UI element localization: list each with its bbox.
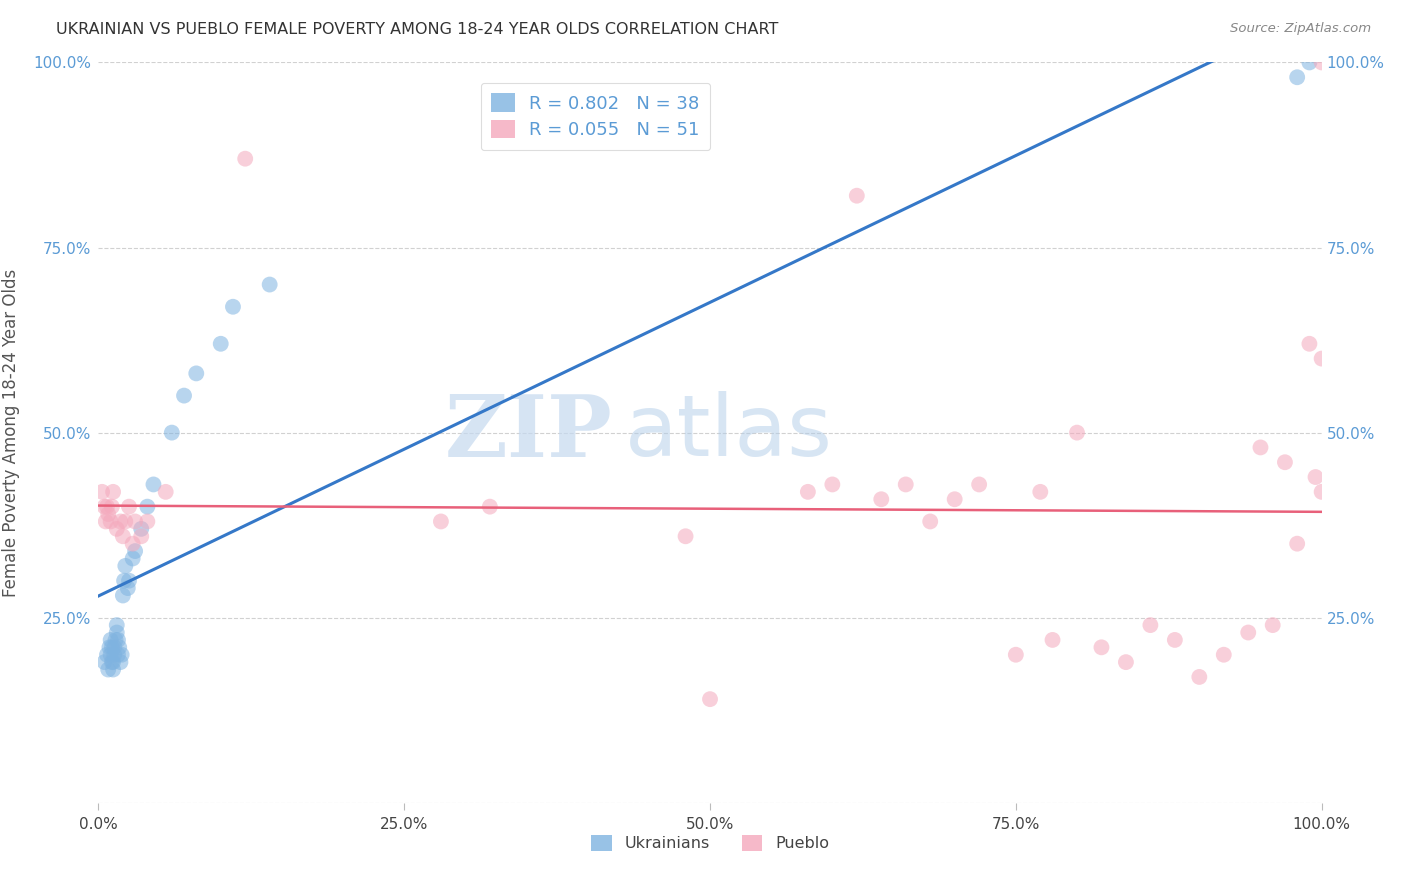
Point <box>118 500 141 514</box>
Point <box>478 500 501 514</box>
Point <box>96 500 118 514</box>
Point <box>94 515 117 529</box>
Point <box>142 477 165 491</box>
Text: atlas: atlas <box>624 391 832 475</box>
Point <box>259 277 281 292</box>
Point <box>845 188 868 202</box>
Point <box>100 648 122 662</box>
Point <box>100 515 122 529</box>
Point <box>136 500 159 514</box>
Point <box>97 507 120 521</box>
Text: ZIP: ZIP <box>444 391 612 475</box>
Point <box>1042 632 1064 647</box>
Point <box>129 529 152 543</box>
Text: Source: ZipAtlas.com: Source: ZipAtlas.com <box>1230 22 1371 36</box>
Point <box>103 648 125 662</box>
Point <box>117 581 139 595</box>
Point <box>1286 536 1309 550</box>
Point <box>173 388 195 402</box>
Point <box>1310 351 1333 366</box>
Point <box>1237 625 1260 640</box>
Point <box>920 515 942 529</box>
Point <box>1310 484 1333 499</box>
Point <box>821 477 844 491</box>
Point <box>1274 455 1296 469</box>
Point <box>1298 336 1320 351</box>
Point <box>1090 640 1112 655</box>
Y-axis label: Female Poverty Among 18-24 Year Olds: Female Poverty Among 18-24 Year Olds <box>1 268 20 597</box>
Point <box>155 484 177 499</box>
Point <box>967 477 990 491</box>
Point <box>114 558 136 573</box>
Point <box>943 492 966 507</box>
Point <box>121 551 143 566</box>
Point <box>1212 648 1234 662</box>
Point <box>103 640 125 655</box>
Point <box>100 632 122 647</box>
Point <box>1029 484 1052 499</box>
Point <box>186 367 208 381</box>
Point <box>124 515 146 529</box>
Point <box>1188 670 1211 684</box>
Point <box>870 492 893 507</box>
Point <box>894 477 917 491</box>
Point <box>97 663 120 677</box>
Point <box>108 640 131 655</box>
Point <box>1139 618 1161 632</box>
Point <box>1261 618 1284 632</box>
Point <box>101 500 124 514</box>
Point <box>101 655 124 669</box>
Legend: Ukrainians, Pueblo: Ukrainians, Pueblo <box>585 829 835 858</box>
Point <box>1004 648 1026 662</box>
Point <box>699 692 721 706</box>
Text: UKRAINIAN VS PUEBLO FEMALE POVERTY AMONG 18-24 YEAR OLDS CORRELATION CHART: UKRAINIAN VS PUEBLO FEMALE POVERTY AMONG… <box>56 22 779 37</box>
Point <box>1066 425 1088 440</box>
Point <box>160 425 183 440</box>
Point <box>96 648 118 662</box>
Point <box>233 152 256 166</box>
Point <box>112 574 135 588</box>
Point <box>118 574 141 588</box>
Point <box>1305 470 1327 484</box>
Point <box>107 632 129 647</box>
Point <box>98 640 121 655</box>
Point <box>104 632 127 647</box>
Point <box>1298 55 1320 70</box>
Point <box>136 515 159 529</box>
Point <box>1115 655 1137 669</box>
Point <box>107 648 129 662</box>
Point <box>110 515 132 529</box>
Point <box>93 500 115 514</box>
Point <box>111 529 134 543</box>
Point <box>1249 441 1271 455</box>
Point <box>1286 70 1309 85</box>
Point <box>110 655 132 669</box>
Point <box>91 484 114 499</box>
Point <box>101 663 124 677</box>
Point <box>675 529 697 543</box>
Point <box>105 522 128 536</box>
Point <box>105 618 128 632</box>
Point <box>93 655 115 669</box>
Point <box>430 515 453 529</box>
Point <box>101 640 124 655</box>
Point <box>101 484 124 499</box>
Point <box>1310 55 1333 70</box>
Point <box>101 655 124 669</box>
Point <box>111 589 134 603</box>
Point <box>129 522 152 536</box>
Point <box>797 484 820 499</box>
Point <box>222 300 245 314</box>
Point <box>121 536 143 550</box>
Point <box>111 648 134 662</box>
Point <box>209 336 232 351</box>
Point <box>114 515 136 529</box>
Point <box>1164 632 1187 647</box>
Point <box>124 544 146 558</box>
Point <box>105 625 128 640</box>
